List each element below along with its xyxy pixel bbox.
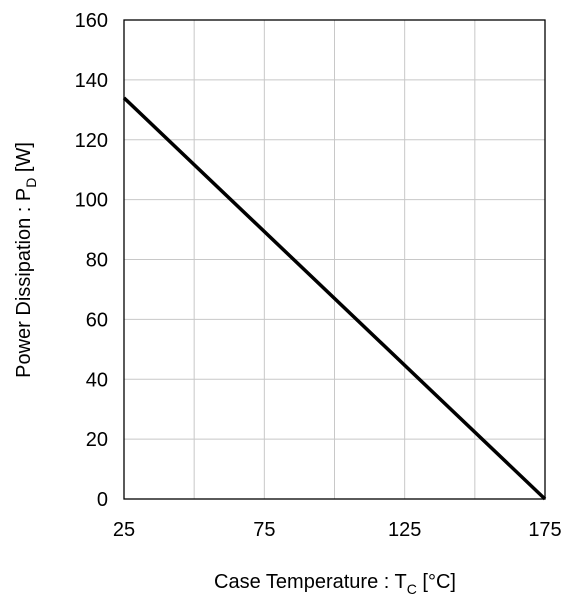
y-axis-title: Power Dissipation : PD [W] (13, 142, 39, 378)
y-tick-label: 120 (75, 130, 108, 152)
y-tick-labels: 0 20 40 60 80 100 120 140 160 (75, 10, 108, 511)
x-axis-title: Case Temperature : TC [°C] (214, 571, 456, 594)
series (122, 96, 547, 501)
y-tick-label: 0 (97, 489, 108, 511)
x-tick-label: 175 (528, 519, 561, 541)
y-tick-label: 140 (75, 70, 108, 92)
y-tick-label: 100 (75, 190, 108, 212)
x-tick-label: 125 (388, 519, 421, 541)
y-tick-label: 60 (86, 309, 108, 331)
x-tick-label: 75 (253, 519, 275, 541)
x-tick-label: 25 (113, 519, 135, 541)
y-tick-label: 20 (86, 429, 108, 451)
y-tick-label: 80 (86, 250, 108, 272)
grid (123, 19, 546, 500)
x-tick-labels: 25 75 125 175 (113, 519, 562, 541)
series-line (122, 96, 547, 501)
y-tick-label: 160 (75, 10, 108, 32)
plot-frame (123, 19, 546, 500)
y-tick-label: 40 (86, 369, 108, 391)
